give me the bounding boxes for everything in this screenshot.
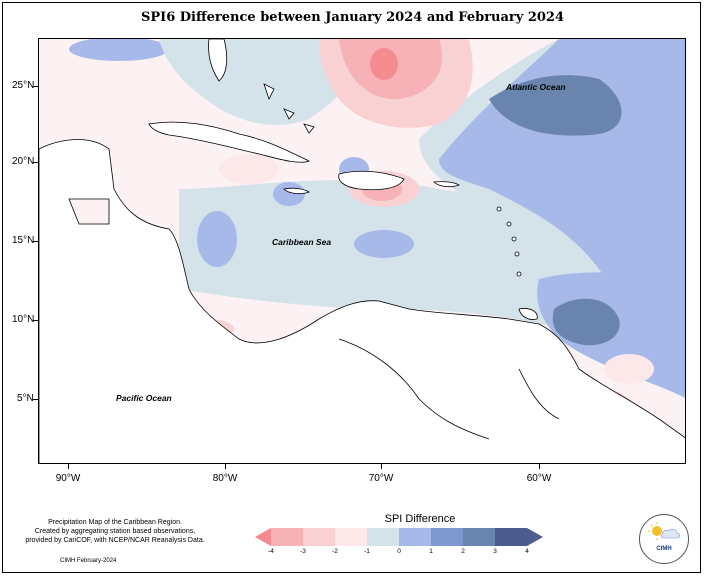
lat-label-20: 20°N bbox=[12, 156, 35, 167]
legend-swatch bbox=[271, 528, 303, 546]
lat-label-25: 25°N bbox=[12, 80, 35, 91]
lon-label-80: 80°W bbox=[212, 473, 238, 484]
lat-label-10: 10°N bbox=[12, 314, 35, 325]
lat-label-5: 5°N bbox=[17, 393, 34, 404]
legend-arrow-left bbox=[255, 528, 271, 546]
lat-tick-10 bbox=[33, 320, 38, 321]
legend-swatch bbox=[303, 528, 335, 546]
legend-label: 0 bbox=[397, 548, 401, 555]
lat-tick-25 bbox=[33, 86, 38, 87]
map-credit: Precipitation Map of the Caribbean Regio… bbox=[10, 518, 220, 545]
sun-cloud-globe-logo-icon bbox=[648, 522, 681, 540]
legend-swatch bbox=[495, 528, 527, 546]
legend-swatch bbox=[399, 528, 431, 546]
credit-line-1: Precipitation Map of the Caribbean Regio… bbox=[48, 519, 182, 526]
legend-label: 4 bbox=[525, 548, 529, 555]
label-pacific-ocean: Pacific Ocean bbox=[116, 393, 172, 403]
date-note: CIMH February-2024 bbox=[60, 558, 117, 564]
credit-line-3: provided by CariCOF, with NCEP/NCAR Rean… bbox=[25, 537, 205, 544]
lon-tick-90 bbox=[68, 464, 69, 469]
legend-label: 3 bbox=[493, 548, 497, 555]
label-caribbean-sea: Caribbean Sea bbox=[272, 237, 332, 247]
map-title: SPI6 Difference between January 2024 and… bbox=[140, 10, 565, 25]
lat-tick-20 bbox=[33, 162, 38, 163]
legend-swatch bbox=[367, 528, 399, 546]
lon-label-60: 60°W bbox=[526, 473, 552, 484]
lon-tick-70 bbox=[381, 464, 382, 469]
legend-label: 1 bbox=[429, 548, 433, 555]
map-panel bbox=[38, 38, 686, 464]
lat-label-15: 15°N bbox=[12, 235, 35, 246]
legend-arrow-right bbox=[527, 528, 543, 546]
legend-label: -2 bbox=[332, 548, 338, 555]
lon-label-90: 90°W bbox=[55, 473, 81, 484]
legend-label: -4 bbox=[268, 548, 274, 555]
legend-swatch bbox=[463, 528, 495, 546]
anomaly-fields bbox=[69, 39, 685, 429]
logo-text: CIMH bbox=[656, 546, 672, 552]
spi-map bbox=[39, 39, 685, 463]
lon-tick-80 bbox=[225, 464, 226, 469]
legend-title: SPI Difference bbox=[384, 513, 456, 525]
legend-swatch bbox=[335, 528, 367, 546]
lon-tick-60 bbox=[539, 464, 540, 469]
label-atlantic-ocean: Atlantic Ocean bbox=[506, 82, 566, 92]
legend-label: -3 bbox=[300, 548, 306, 555]
credit-line-2: Created by aggregating station based obs… bbox=[34, 528, 196, 535]
legend-swatch bbox=[431, 528, 463, 546]
lon-label-70: 70°W bbox=[368, 473, 394, 484]
legend-label: 2 bbox=[461, 548, 465, 555]
lat-tick-5 bbox=[33, 399, 38, 400]
land-masses bbox=[39, 39, 685, 463]
legend-label: -1 bbox=[364, 548, 370, 555]
legend-colorbar bbox=[255, 528, 543, 546]
cimh-logo: CIMH bbox=[639, 514, 689, 564]
lat-tick-15 bbox=[33, 241, 38, 242]
